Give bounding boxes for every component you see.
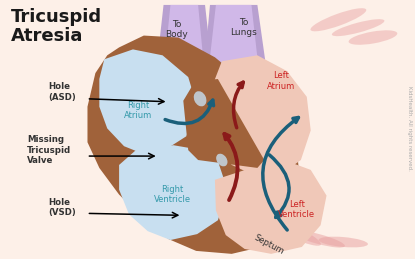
FancyArrowPatch shape bbox=[269, 155, 289, 217]
Polygon shape bbox=[211, 55, 311, 176]
Text: Left
Atrium: Left Atrium bbox=[267, 71, 295, 91]
Text: Hole
(VSD): Hole (VSD) bbox=[48, 198, 76, 217]
Ellipse shape bbox=[224, 140, 243, 160]
FancyArrowPatch shape bbox=[165, 100, 214, 124]
FancyArrowPatch shape bbox=[234, 82, 243, 128]
Ellipse shape bbox=[332, 19, 384, 36]
Text: To
Body: To Body bbox=[165, 20, 188, 39]
Ellipse shape bbox=[292, 231, 345, 248]
Polygon shape bbox=[119, 145, 228, 240]
Text: Right
Atrium: Right Atrium bbox=[124, 101, 152, 120]
Polygon shape bbox=[210, 5, 260, 93]
Ellipse shape bbox=[267, 219, 321, 246]
Ellipse shape bbox=[202, 119, 226, 138]
Ellipse shape bbox=[319, 237, 368, 247]
FancyArrowPatch shape bbox=[225, 134, 237, 200]
Polygon shape bbox=[88, 35, 301, 254]
Ellipse shape bbox=[194, 91, 206, 106]
Text: Septum: Septum bbox=[253, 233, 286, 257]
Polygon shape bbox=[149, 5, 220, 138]
Polygon shape bbox=[183, 79, 264, 168]
Polygon shape bbox=[99, 49, 197, 154]
Polygon shape bbox=[158, 5, 210, 130]
Ellipse shape bbox=[310, 8, 366, 31]
Ellipse shape bbox=[349, 30, 397, 45]
Text: Right
Ventricle: Right Ventricle bbox=[154, 185, 191, 204]
Text: To
Lungs: To Lungs bbox=[230, 18, 257, 37]
Ellipse shape bbox=[248, 216, 291, 242]
Ellipse shape bbox=[190, 108, 217, 125]
Polygon shape bbox=[205, 5, 269, 99]
Text: KidsHealth. All rights reserved.: KidsHealth. All rights reserved. bbox=[407, 86, 412, 171]
Text: Missing
Tricuspid
Valve: Missing Tricuspid Valve bbox=[27, 135, 71, 165]
FancyArrowPatch shape bbox=[263, 118, 298, 230]
Text: Left
Ventricle: Left Ventricle bbox=[278, 200, 315, 219]
Polygon shape bbox=[215, 160, 327, 254]
Ellipse shape bbox=[216, 154, 227, 166]
Ellipse shape bbox=[213, 131, 235, 150]
Text: Tricuspid
Atresia: Tricuspid Atresia bbox=[10, 8, 102, 45]
Text: Hole
(ASD): Hole (ASD) bbox=[48, 82, 76, 102]
